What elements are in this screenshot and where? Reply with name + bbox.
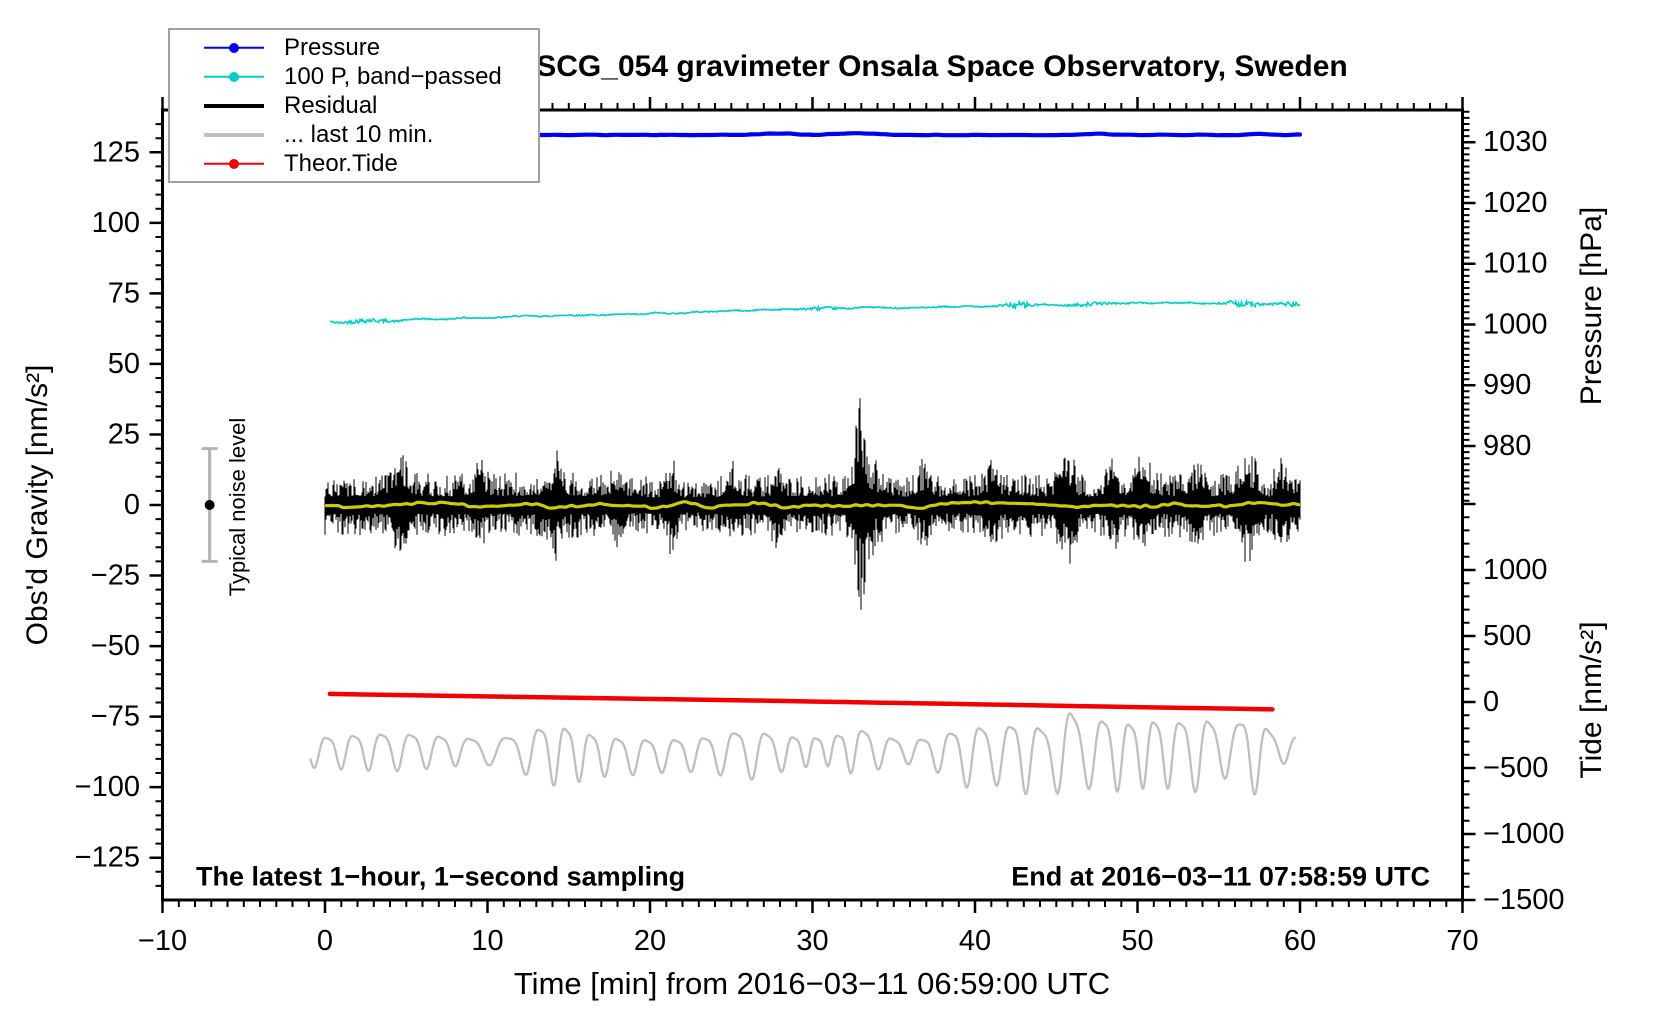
legend-item-label: Residual <box>284 91 378 119</box>
legend-sample-line <box>204 42 264 54</box>
tide-tick-label: −500 <box>1483 752 1548 784</box>
x-tick-label: 60 <box>1284 925 1316 957</box>
legend-item-label: ... last 10 min. <box>284 120 434 148</box>
legend-item: Theor.Tide <box>170 150 538 178</box>
legend-dot-icon <box>229 158 239 169</box>
end-time-note: End at 2016−03−11 07:58:59 UTC <box>1011 861 1430 892</box>
legend-line-icon <box>204 103 264 108</box>
pressure-axis-label: Pressure [hPa] <box>1575 206 1608 406</box>
noise-dot <box>204 500 215 510</box>
x-tick-label: 70 <box>1446 925 1478 957</box>
tide-tick-label: 1000 <box>1483 554 1548 586</box>
legend-dot-icon <box>229 42 239 53</box>
x-tick-label: −10 <box>138 925 187 957</box>
legend-item-label: 100 P, band−passed <box>284 62 502 90</box>
chart-title: SCG_054 gravimeter Onsala Space Observat… <box>536 50 1348 83</box>
x-tick-label: 0 <box>317 925 333 957</box>
pressure-tick-label: 1010 <box>1483 248 1548 280</box>
legend-sample-line <box>204 158 264 170</box>
legend-item: Residual <box>170 92 538 120</box>
pressure-tick-label: 990 <box>1483 369 1531 401</box>
noise-level-label: Typical noise level <box>225 417 250 597</box>
pressure-tick-label: 1030 <box>1483 126 1548 158</box>
legend-item: ... last 10 min. <box>170 121 538 149</box>
series-band-passed <box>329 298 1301 326</box>
legend-sample-line <box>204 71 264 83</box>
legend-item: 100 P, band−passed <box>170 63 538 91</box>
legend-sample-line <box>204 129 264 141</box>
gravity-tick-label: −125 <box>75 842 140 874</box>
tide-axis-label: Tide [nm/s²] <box>1575 621 1608 779</box>
legend-item-label: Pressure <box>284 33 381 61</box>
minor-ticks <box>155 103 1470 907</box>
gravity-tick-label: 25 <box>108 418 140 450</box>
series-last-10-min <box>309 712 1297 796</box>
legend: Pressure 100 P, band−passed Residual... la… <box>168 28 540 183</box>
gravity-tick-label: −25 <box>91 560 140 592</box>
tide-tick-label: −1500 <box>1483 884 1564 916</box>
legend-line-icon <box>204 132 264 137</box>
legend-item-label: Theor.Tide <box>284 149 398 177</box>
legend-sample-line <box>204 100 264 112</box>
gravity-tick-label: 50 <box>108 348 140 380</box>
gravity-tick-label: −100 <box>75 771 140 803</box>
legend-item: Pressure <box>170 34 538 62</box>
pressure-tick-label: 1000 <box>1483 308 1548 340</box>
pressure-tick-label: 1020 <box>1483 187 1548 219</box>
tide-tick-label: 0 <box>1483 686 1499 718</box>
legend-dot-icon <box>229 71 239 82</box>
x-tick-label: 30 <box>796 925 828 957</box>
series-residual-smoothed <box>324 500 1300 511</box>
gravity-tick-label: −75 <box>91 701 140 733</box>
tide-tick-label: 500 <box>1483 620 1531 652</box>
gravity-tick-label: −50 <box>91 630 140 662</box>
major-ticks <box>149 97 1476 913</box>
series-theor-tide <box>327 691 1275 712</box>
gravity-tick-label: 0 <box>124 489 140 521</box>
x-tick-label: 20 <box>634 925 666 957</box>
sampling-note: The latest 1−hour, 1−second sampling <box>196 861 686 892</box>
pressure-tick-label: 980 <box>1483 430 1531 462</box>
x-axis-label: Time [min] from 2016−03−11 06:59:00 UTC <box>513 966 1111 1001</box>
gravity-tick-label: 75 <box>108 277 140 309</box>
gravity-tick-label: 100 <box>92 207 140 239</box>
gravity-axis-label: Obs'd Gravity [nm/s²] <box>21 364 54 646</box>
tide-tick-label: −1000 <box>1483 818 1564 850</box>
x-tick-label: 10 <box>471 925 503 957</box>
x-tick-label: 50 <box>1121 925 1153 957</box>
gravity-tick-label: 125 <box>92 136 140 168</box>
x-tick-label: 40 <box>959 925 991 957</box>
